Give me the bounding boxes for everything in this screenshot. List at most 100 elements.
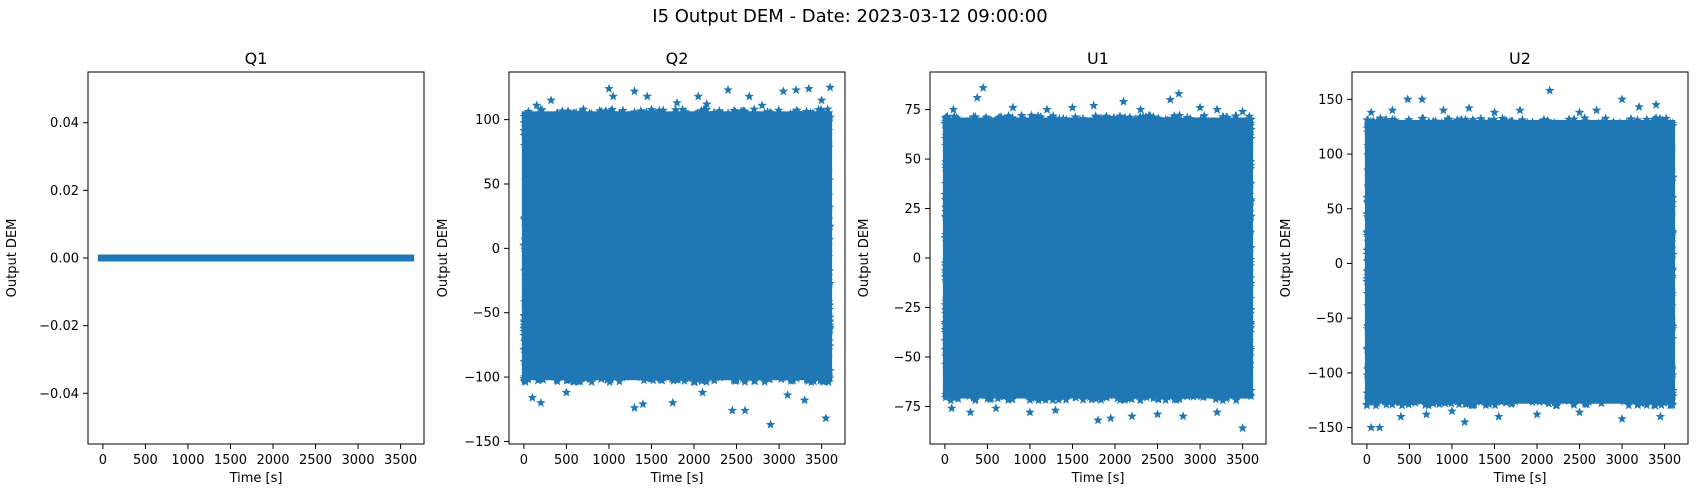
y-tick-label: 25 (904, 202, 921, 217)
scatter-point (740, 405, 750, 415)
scatter-point (527, 392, 538, 402)
scatter-point (791, 85, 801, 95)
scatter-point (948, 104, 959, 114)
x-tick-label: 500 (133, 453, 158, 468)
x-tick-label: 3000 (763, 453, 796, 468)
scatter-point (1195, 102, 1205, 112)
y-tick-label: 0 (913, 252, 921, 267)
scatter-series (940, 82, 1256, 433)
x-axis-label: Time [s] (650, 471, 704, 486)
x-tick-label: 2000 (1520, 453, 1553, 468)
scatter-point (799, 395, 810, 405)
scatter-point (782, 390, 793, 400)
y-tick-label: 0 (492, 242, 500, 257)
x-tick-label: 1500 (214, 453, 247, 468)
scatter-point (1025, 407, 1035, 417)
scatter-point (1093, 415, 1103, 425)
scatter-point (1212, 407, 1222, 417)
scatter-point (1237, 423, 1248, 433)
scatter-point (1396, 411, 1406, 421)
y-tick-label: 50 (1326, 202, 1343, 217)
scatter-point (1050, 405, 1061, 415)
x-tick-label: 0 (99, 453, 107, 468)
scatter-point (1515, 105, 1525, 115)
y-tick-label: 0 (1335, 257, 1343, 272)
subplot-title: U1 (1087, 49, 1109, 68)
scatter-series (519, 82, 835, 429)
scatter-point (702, 99, 712, 109)
scatter-point (723, 85, 733, 95)
figure-suptitle: I5 Output DEM - Date: 2023-03-12 09:00:0… (652, 6, 1048, 27)
scatter-point (1532, 409, 1542, 419)
scatter-point (1655, 411, 1666, 421)
scatter-point (1152, 409, 1163, 419)
y-tick-label: 100 (475, 113, 500, 128)
x-tick-label: 1500 (1478, 453, 1511, 468)
x-tick-label: 3000 (1184, 453, 1217, 468)
y-tick-label: −75 (894, 400, 921, 415)
subplot-title: Q1 (245, 49, 268, 68)
scatter-point (1459, 417, 1470, 427)
y-axis-label: Output DEM (5, 219, 20, 298)
scatter-point (638, 399, 648, 409)
subplot-title: Q2 (666, 49, 689, 68)
scatter-point (604, 83, 614, 93)
scatter-point (1447, 406, 1457, 416)
x-tick-label: 0 (941, 453, 949, 468)
x-tick-label: 2000 (1098, 453, 1131, 468)
scatter-point (804, 83, 814, 93)
y-axis-label: Output DEM (857, 219, 872, 298)
scatter-point (629, 402, 640, 412)
scatter-point (531, 100, 542, 110)
y-axis-label: Output DEM (1279, 219, 1294, 298)
scatter-point (546, 95, 556, 105)
x-tick-label: 1000 (592, 453, 625, 468)
scatter-point (1067, 102, 1078, 112)
scatter-point (757, 100, 767, 110)
scatter-point (1212, 104, 1222, 114)
scatter-point (1118, 96, 1129, 106)
y-tick-label: 0.00 (50, 252, 79, 267)
x-tick-label: 3500 (384, 453, 417, 468)
scatter-band (521, 111, 833, 381)
scatter-point (727, 405, 738, 415)
scatter-point (1178, 411, 1188, 421)
scatter-point (667, 397, 678, 407)
scatter-point (561, 387, 572, 397)
scatter-point (965, 407, 976, 417)
x-tick-label: 1000 (171, 453, 204, 468)
scatter-point (1135, 104, 1146, 114)
x-tick-label: 2500 (1141, 453, 1174, 468)
x-tick-label: 3500 (1226, 453, 1259, 468)
subplot-title: U2 (1509, 49, 1531, 68)
x-tick-label: 1500 (1056, 453, 1089, 468)
x-tick-label: 500 (1397, 453, 1422, 468)
y-axis-label: Output DEM (436, 219, 451, 298)
x-tick-label: 3000 (1606, 453, 1639, 468)
x-axis-label: Time [s] (1071, 471, 1125, 486)
scatter-band (1364, 119, 1676, 404)
x-tick-label: 1000 (1435, 453, 1468, 468)
x-tick-label: 1000 (1013, 453, 1046, 468)
y-tick-label: −50 (894, 350, 921, 365)
scatter-point (1366, 107, 1376, 117)
scatter-point (1237, 106, 1248, 116)
y-tick-label: −0.04 (39, 387, 79, 402)
x-tick-label: 500 (554, 453, 579, 468)
x-tick-label: 0 (520, 453, 528, 468)
y-tick-label: 100 (1318, 148, 1343, 163)
scatter-point (1008, 102, 1018, 112)
y-tick-label: −100 (1307, 366, 1343, 381)
scatter-point (978, 82, 988, 92)
scatter-point (536, 397, 546, 407)
scatter-point (1438, 105, 1449, 115)
scatter-point (629, 86, 640, 96)
y-tick-label: 50 (904, 153, 921, 168)
axes-frame (1351, 71, 1689, 445)
scatter-point (972, 92, 982, 102)
scatter-point (1574, 107, 1585, 117)
y-tick-label: −50 (1316, 312, 1343, 327)
x-tick-label: 2000 (256, 453, 289, 468)
scatter-band (942, 117, 1254, 399)
